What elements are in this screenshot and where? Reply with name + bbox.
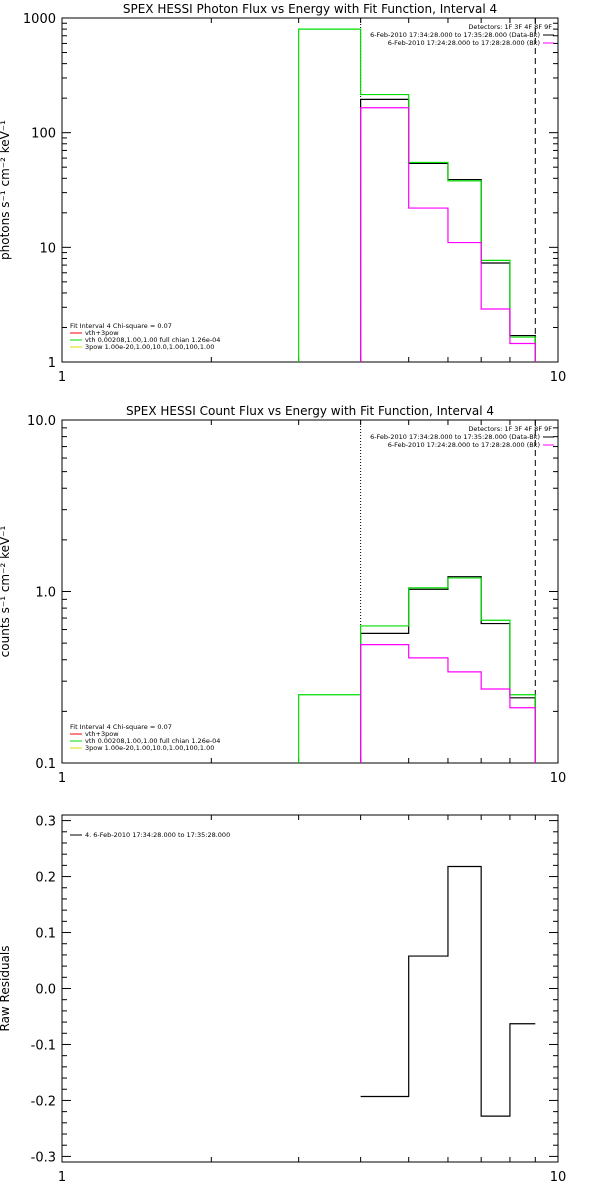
x-tick-label: 1 [58, 771, 66, 786]
series-0-histogram [360, 98, 536, 362]
legend-header: Detectors: 1F 3F 4F 8F 9F [468, 23, 552, 31]
legend-entry-label: 6-Feb-2010 17:34:28.000 to 17:35:28.000 … [370, 31, 540, 39]
plot-frame [61, 17, 559, 363]
series-1-histogram [298, 28, 536, 362]
y-tick-label: 1.0 [35, 586, 56, 601]
series-0-histogram [360, 576, 536, 763]
legend-entry-label: vth 0.00208,1.00,1.00 full chian 1.26e-0… [85, 336, 220, 344]
legend-header: Detectors: 1F 3F 4F 8F 9F [468, 425, 552, 433]
y-tick-label: 1000 [23, 12, 56, 27]
series-1-histogram [298, 577, 536, 763]
chart-title: SPEX HESSI Photon Flux vs Energy with Fi… [123, 2, 497, 16]
legend-entry-label: 3pow 1.00e-20,1.00,10.0,1.00,100,1.00 [85, 744, 214, 752]
plot-frame [61, 419, 559, 764]
x-tick-label: 10 [550, 370, 567, 385]
x-tick-label: 10 [550, 1170, 567, 1185]
y-axis-label: Raw Residuals [0, 946, 12, 1032]
legend-entry-label: 6-Feb-2010 17:34:28.000 to 17:35:28.000 … [370, 433, 540, 441]
x-tick-label: 1 [58, 370, 66, 385]
legend-header: Fit Interval 4 Chi-square = 0.07 [70, 723, 172, 731]
legend-entry-label: vth+3pow [85, 329, 119, 337]
y-tick-label: 0.3 [35, 815, 56, 830]
y-tick-label: 0.0 [35, 983, 56, 998]
y-axis-label: counts s⁻¹ cm⁻² keV⁻¹ [0, 525, 12, 657]
y-tick-label: 0.1 [35, 757, 56, 772]
legend-entry-label: 6-Feb-2010 17:24:28.000 to 17:28:28.000 … [388, 39, 540, 47]
legend-entry-label: 6-Feb-2010 17:24:28.000 to 17:28:28.000 … [388, 441, 540, 449]
legend-header: Fit Interval 4 Chi-square = 0.07 [70, 322, 172, 330]
y-tick-label: 1 [48, 356, 56, 371]
series-0-histogram [360, 865, 536, 1117]
y-tick-label: 10 [39, 241, 56, 256]
legend-entry-label: 4. 6-Feb-2010 17:34:28.000 to 17:35:28.0… [85, 831, 230, 839]
legend-entry-label: vth+3pow [85, 730, 119, 738]
y-tick-label: -0.3 [31, 1150, 56, 1165]
y-axis-label: photons s⁻¹ cm⁻² keV⁻¹ [0, 120, 12, 260]
chart-title: SPEX HESSI Count Flux vs Energy with Fit… [126, 404, 494, 418]
x-tick-label: 1 [58, 1170, 66, 1185]
series-2-histogram [360, 644, 536, 763]
x-tick-label: 10 [550, 771, 567, 786]
y-tick-label: 100 [31, 127, 56, 142]
y-tick-label: 0.1 [35, 927, 56, 942]
y-tick-label: -0.1 [31, 1038, 56, 1053]
legend-entry-label: vth 0.00208,1.00,1.00 full chian 1.26e-0… [85, 737, 220, 745]
series-2-histogram [360, 107, 536, 362]
plot-frame [61, 814, 559, 1163]
y-tick-label: 10.0 [27, 414, 56, 429]
legend-entry-label: 3pow 1.00e-20,1.00,10.0,1.00,100,1.00 [85, 343, 214, 351]
y-tick-label: 0.2 [35, 871, 56, 886]
y-tick-label: -0.2 [31, 1094, 56, 1109]
